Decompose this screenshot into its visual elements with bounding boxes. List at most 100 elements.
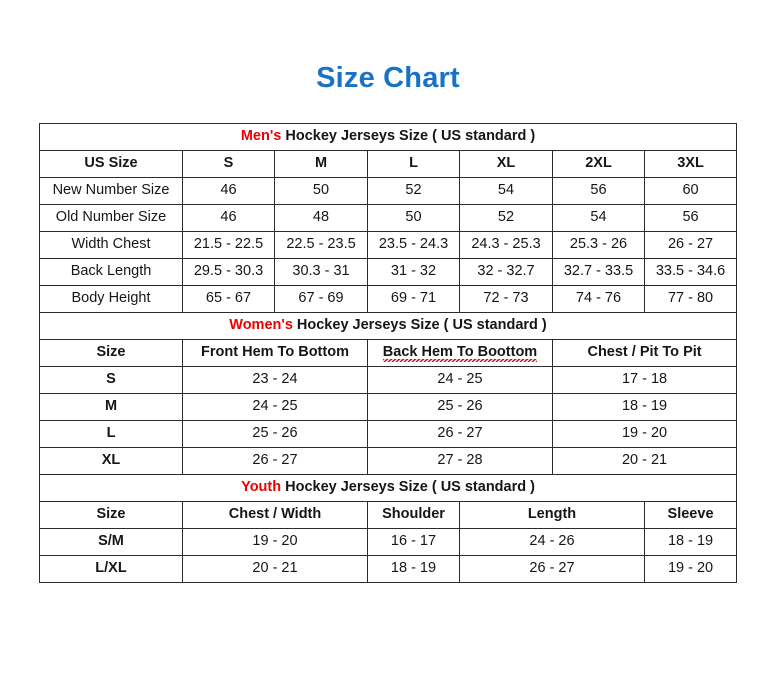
cell-mens-3-2: 31 - 32 <box>367 258 460 286</box>
cell-womens-2-2: 19 - 20 <box>551 420 738 448</box>
cell-mens-3-3: 32 - 32.7 <box>459 258 553 286</box>
cell-youth-0-0: 19 - 20 <box>182 528 368 556</box>
cell-mens-1-1: 48 <box>274 204 368 232</box>
table-row: New Number Size 46 50 52 54 56 60 <box>39 177 738 205</box>
row-label-mens-3: Back Length <box>39 258 183 286</box>
table-row: M 24 - 25 25 - 26 18 - 19 <box>39 393 738 421</box>
section-banner-row-mens: Men's Hockey Jerseys Size ( US standard … <box>38 123 738 151</box>
table-row: L/XL 20 - 21 18 - 19 26 - 27 19 - 20 <box>39 555 738 583</box>
row-label-womens-3: XL <box>39 447 183 475</box>
column-header-mens-0: US Size <box>39 150 183 178</box>
cell-mens-4-4: 74 - 76 <box>552 285 645 313</box>
column-header-youth-4: Sleeve <box>643 501 738 529</box>
column-header-mens-5: 2XL <box>552 150 645 178</box>
cell-mens-1-2: 50 <box>367 204 460 232</box>
cell-mens-0-2: 52 <box>367 177 460 205</box>
section-banner-row-youth: Youth Hockey Jerseys Size ( US standard … <box>38 474 738 502</box>
column-header-youth-2: Shoulder <box>367 501 460 529</box>
column-header-youth-1: Chest / Width <box>182 501 368 529</box>
table-row: S 23 - 24 24 - 25 17 - 18 <box>39 366 738 394</box>
section-rest-mens: Hockey Jerseys Size ( US standard ) <box>281 128 536 145</box>
row-label-youth-0: S/M <box>39 528 183 556</box>
cell-womens-3-0: 26 - 27 <box>182 447 368 475</box>
cell-womens-2-1: 26 - 27 <box>367 420 553 448</box>
misspelled-text: Back Hem To Boottom <box>382 344 538 365</box>
section-banner-youth: Youth Hockey Jerseys Size ( US standard … <box>38 474 738 502</box>
cell-youth-1-2: 26 - 27 <box>459 555 645 583</box>
section-accent-womens: Women's <box>229 317 293 334</box>
column-header-womens-1: Front Hem To Bottom <box>182 339 368 367</box>
table-row: XL 26 - 27 27 - 28 20 - 21 <box>39 447 738 475</box>
row-label-mens-1: Old Number Size <box>39 204 183 232</box>
row-label-mens-0: New Number Size <box>39 177 183 205</box>
page-title: Size Chart <box>316 62 460 94</box>
table-row: Width Chest 21.5 - 22.5 22.5 - 23.5 23.5… <box>39 231 738 259</box>
column-header-mens-3: L <box>367 150 460 178</box>
row-label-womens-0: S <box>39 366 183 394</box>
column-header-womens-0: Size <box>39 339 183 367</box>
cell-mens-4-3: 72 - 73 <box>459 285 553 313</box>
row-label-youth-1: L/XL <box>39 555 183 583</box>
cell-mens-2-0: 21.5 - 22.5 <box>182 231 275 259</box>
section-banner-mens: Men's Hockey Jerseys Size ( US standard … <box>38 123 738 151</box>
cell-mens-1-4: 54 <box>552 204 645 232</box>
column-header-womens-3: Chest / Pit To Pit <box>551 339 738 367</box>
size-chart-table: Men's Hockey Jerseys Size ( US standard … <box>38 123 738 583</box>
cell-womens-0-1: 24 - 25 <box>367 366 553 394</box>
cell-youth-0-1: 16 - 17 <box>367 528 460 556</box>
cell-mens-2-3: 24.3 - 25.3 <box>459 231 553 259</box>
column-header-mens-2: M <box>274 150 368 178</box>
row-label-womens-2: L <box>39 420 183 448</box>
cell-mens-0-1: 50 <box>274 177 368 205</box>
table-row: Back Length 29.5 - 30.3 30.3 - 31 31 - 3… <box>39 258 738 286</box>
section-banner-row-womens: Women's Hockey Jerseys Size ( US standar… <box>38 312 738 340</box>
cell-mens-1-3: 52 <box>459 204 553 232</box>
cell-mens-4-2: 69 - 71 <box>367 285 460 313</box>
cell-womens-3-1: 27 - 28 <box>367 447 553 475</box>
table-row: L 25 - 26 26 - 27 19 - 20 <box>39 420 738 448</box>
cell-womens-1-0: 24 - 25 <box>182 393 368 421</box>
cell-womens-1-1: 25 - 26 <box>367 393 553 421</box>
cell-mens-3-5: 33.5 - 34.6 <box>643 258 738 286</box>
cell-youth-1-0: 20 - 21 <box>182 555 368 583</box>
cell-youth-1-1: 18 - 19 <box>367 555 460 583</box>
section-rest-womens: Hockey Jerseys Size ( US standard ) <box>292 317 547 334</box>
column-header-womens-2: Back Hem To Boottom <box>367 339 553 367</box>
cell-youth-0-2: 24 - 26 <box>459 528 645 556</box>
cell-mens-4-1: 67 - 69 <box>274 285 368 313</box>
cell-womens-1-2: 18 - 19 <box>551 393 738 421</box>
table-row: S/M 19 - 20 16 - 17 24 - 26 18 - 19 <box>39 528 738 556</box>
cell-mens-2-2: 23.5 - 24.3 <box>367 231 460 259</box>
cell-mens-3-0: 29.5 - 30.3 <box>182 258 275 286</box>
cell-youth-0-3: 18 - 19 <box>643 528 738 556</box>
column-header-mens-4: XL <box>459 150 553 178</box>
section-accent-youth: Youth <box>241 479 282 496</box>
column-header-row-mens: US Size S M L XL 2XL 3XL <box>39 150 738 178</box>
table-row: Body Height 65 - 67 67 - 69 69 - 71 72 -… <box>39 285 738 313</box>
cell-mens-0-3: 54 <box>459 177 553 205</box>
column-header-mens-6: 3XL <box>643 150 738 178</box>
table-row: Old Number Size 46 48 50 52 54 56 <box>39 204 738 232</box>
column-header-row-youth: Size Chest / Width Shoulder Length Sleev… <box>39 501 738 529</box>
cell-mens-4-0: 65 - 67 <box>182 285 275 313</box>
column-header-row-womens: Size Front Hem To Bottom Back Hem To Boo… <box>39 339 738 367</box>
section-accent-mens: Men's <box>240 128 282 145</box>
row-label-mens-4: Body Height <box>39 285 183 313</box>
cell-womens-0-0: 23 - 24 <box>182 366 368 394</box>
cell-youth-1-3: 19 - 20 <box>643 555 738 583</box>
cell-mens-0-0: 46 <box>182 177 275 205</box>
column-header-mens-1: S <box>182 150 275 178</box>
cell-mens-3-4: 32.7 - 33.5 <box>552 258 645 286</box>
cell-mens-2-1: 22.5 - 23.5 <box>274 231 368 259</box>
cell-mens-0-4: 56 <box>552 177 645 205</box>
cell-womens-2-0: 25 - 26 <box>182 420 368 448</box>
cell-mens-1-0: 46 <box>182 204 275 232</box>
cell-mens-4-5: 77 - 80 <box>643 285 738 313</box>
row-label-womens-1: M <box>39 393 183 421</box>
size-chart-container: Men's Hockey Jerseys Size ( US standard … <box>38 123 738 583</box>
cell-womens-0-2: 17 - 18 <box>551 366 738 394</box>
column-header-youth-0: Size <box>39 501 183 529</box>
cell-womens-3-2: 20 - 21 <box>551 447 738 475</box>
row-label-mens-2: Width Chest <box>39 231 183 259</box>
cell-mens-2-5: 26 - 27 <box>643 231 738 259</box>
